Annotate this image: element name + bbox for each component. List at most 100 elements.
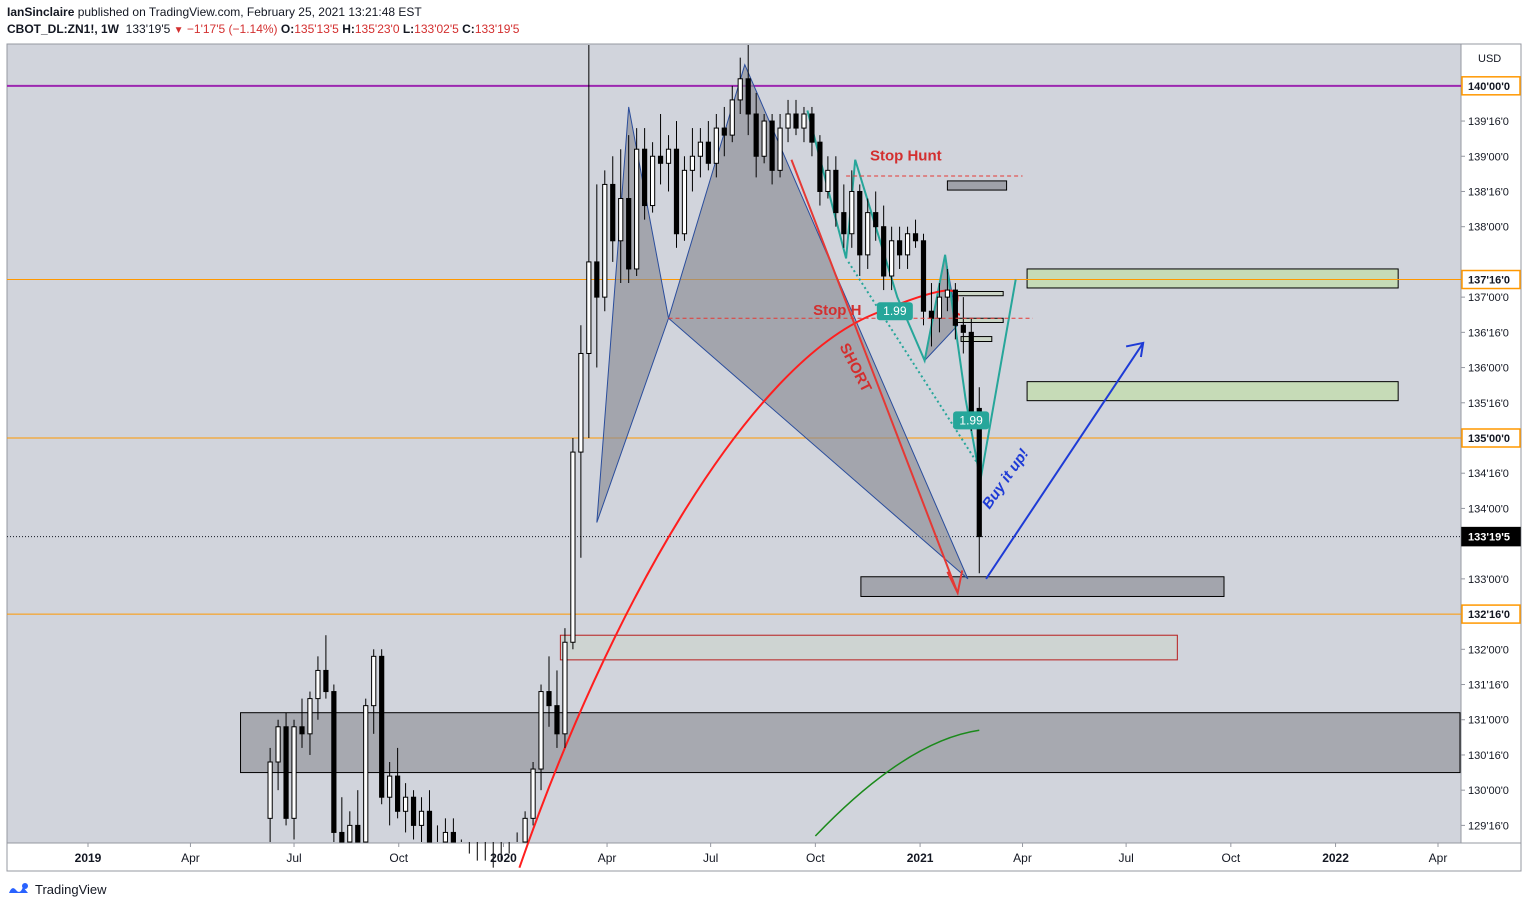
candle-body-11 xyxy=(355,824,361,843)
candle-body-9 xyxy=(339,831,345,843)
price-change: −1'17'5 (−1.14%) xyxy=(186,22,278,36)
candle-body-40 xyxy=(586,261,592,354)
candle-body-89 xyxy=(976,407,982,538)
x-tick-label-2: Jul xyxy=(286,851,301,865)
stop-hunt-label-lower: Stop H xyxy=(813,302,861,319)
brand-name: TradingView xyxy=(35,881,107,897)
candle-body-2 xyxy=(283,726,289,819)
last-price: 133'19'5 xyxy=(125,22,171,36)
price-tag-label-3: 133'19'5 xyxy=(1468,532,1510,544)
candle-body-5 xyxy=(307,698,313,735)
publisher-line: IanSinclaire published on TradingView.co… xyxy=(7,5,422,19)
candle-body-12 xyxy=(363,705,369,843)
candle-body-82 xyxy=(920,240,927,312)
candle-body-42 xyxy=(602,183,608,298)
candle-body-0 xyxy=(267,761,273,819)
candle-body-35 xyxy=(546,691,552,707)
candle-body-73 xyxy=(849,190,855,235)
candle-body-74 xyxy=(857,190,863,256)
candle-body-85 xyxy=(944,289,951,298)
x-tick-label-3: Oct xyxy=(389,851,408,865)
candle-body-20 xyxy=(426,810,433,843)
y-tick-label-16: 139'16'0 xyxy=(1468,116,1509,128)
target-zone-grey xyxy=(860,576,1225,597)
y-tick-label-1: 130'00'0 xyxy=(1468,785,1509,797)
candle-body-44 xyxy=(618,198,624,242)
candle-body-52 xyxy=(681,169,688,235)
stop-hunt-box xyxy=(946,180,1008,191)
candle-body-18 xyxy=(410,796,417,826)
x-tick-label-4: 2020 xyxy=(490,851,517,865)
candle-body-58 xyxy=(729,99,735,136)
high-value: 135'23'0 xyxy=(354,22,400,36)
green-moving-average xyxy=(814,729,980,837)
candle-body-48 xyxy=(649,155,656,207)
time-axis[interactable] xyxy=(6,842,1522,872)
green-zone-upper xyxy=(1026,268,1399,289)
price-tag-label-1: 137'16'0 xyxy=(1468,275,1510,287)
candle-body-62 xyxy=(761,120,767,157)
candle-body-46 xyxy=(634,148,640,270)
mini-box-1 xyxy=(953,290,1004,297)
candle-body-61 xyxy=(753,113,759,157)
candle-body-14 xyxy=(379,655,385,798)
candle-body-87 xyxy=(960,324,966,333)
candle-body-60 xyxy=(745,78,751,115)
candle-body-53 xyxy=(689,155,696,171)
close-label: C: xyxy=(462,22,475,36)
candle-body-84 xyxy=(936,296,943,319)
y-tick-label-0: 129'16'0 xyxy=(1468,820,1509,832)
teal-projection-path xyxy=(806,110,1017,481)
price-tag-bg-4 xyxy=(1461,604,1521,624)
fib-badge-lower-bg xyxy=(953,411,990,430)
mini-box-3 xyxy=(960,336,993,343)
x-tick-label-13: Apr xyxy=(1429,851,1448,865)
buy-arrow xyxy=(985,341,1145,580)
y-tick-label-8: 134'16'0 xyxy=(1468,468,1509,480)
candle-body-17 xyxy=(402,796,409,812)
candle-body-77 xyxy=(881,226,887,277)
candle-body-69 xyxy=(817,141,823,192)
footer-brand[interactable]: TradingView xyxy=(7,881,107,897)
candle-body-49 xyxy=(657,155,664,164)
candle-body-33 xyxy=(530,768,536,819)
candle-body-70 xyxy=(825,169,831,192)
candle-body-71 xyxy=(833,169,839,214)
candle-body-38 xyxy=(570,451,576,643)
y-tick-label-14: 138'16'0 xyxy=(1468,186,1509,198)
demand-zone-large xyxy=(240,712,1461,774)
candle-body-23 xyxy=(450,831,456,843)
candle-body-19 xyxy=(418,810,425,826)
candle-body-54 xyxy=(697,141,703,157)
candle-body-36 xyxy=(554,705,560,735)
candle-body-15 xyxy=(387,775,393,798)
fib-badge-upper: 1.99 xyxy=(883,304,907,318)
candle-body-86 xyxy=(952,289,958,326)
symbol-legend: CBOT_DL:ZN1!, 1W 133'19'5 ▼ −1'17'5 (−1.… xyxy=(7,22,519,36)
low-label: L: xyxy=(402,22,415,36)
short-arrow xyxy=(790,159,964,597)
down-triangle-icon: ▼ xyxy=(173,25,184,36)
candle-body-83 xyxy=(928,310,935,319)
candle-body-22 xyxy=(442,831,449,843)
y-tick-label-13: 138'00'0 xyxy=(1468,222,1509,234)
teal-dotted-line xyxy=(847,261,981,467)
y-tick-label-7: 134'00'0 xyxy=(1468,503,1509,515)
tradingview-logo-icon xyxy=(9,883,28,893)
currency-label: USD xyxy=(1478,53,1501,65)
high-label: H: xyxy=(342,22,355,36)
stop-hunt-label-upper: Stop Hunt xyxy=(870,147,942,164)
candle-body-56 xyxy=(713,127,719,164)
x-tick-label-1: Apr xyxy=(181,851,200,865)
publisher-user[interactable]: IanSinclaire xyxy=(7,5,75,19)
candle-body-32 xyxy=(522,817,528,843)
x-tick-label-9: Apr xyxy=(1013,851,1032,865)
fib-badge-lower: 1.99 xyxy=(959,413,983,427)
candle-body-45 xyxy=(626,198,632,270)
y-tick-label-6: 133'00'0 xyxy=(1468,574,1509,586)
symbol-name[interactable]: CBOT_DL:ZN1!, 1W xyxy=(7,22,119,36)
candle-body-78 xyxy=(889,240,895,277)
x-tick-label-0: 2019 xyxy=(75,851,102,865)
candle-body-63 xyxy=(769,120,775,171)
